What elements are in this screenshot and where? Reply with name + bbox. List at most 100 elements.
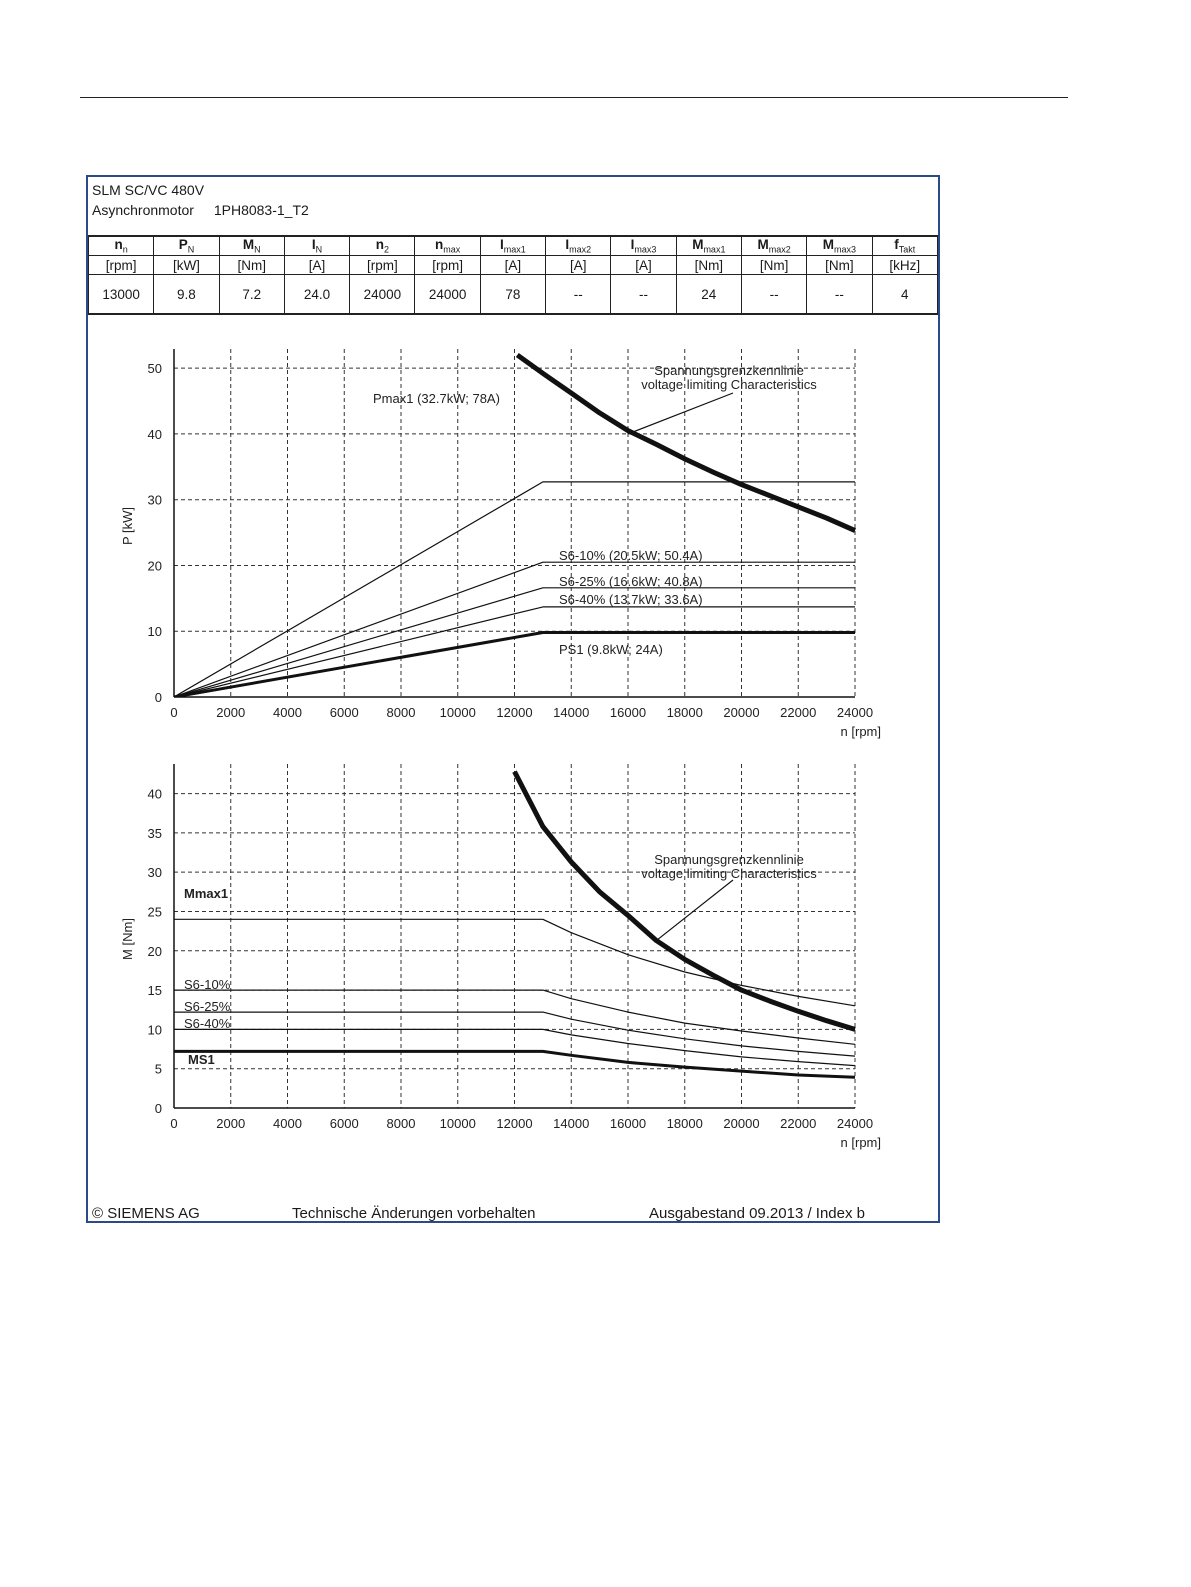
- spec-value-cell: --: [740, 274, 808, 315]
- footer-edition: Ausgabestand 09.2013 / Index b: [649, 1205, 866, 1222]
- x-tick-label: 6000: [330, 705, 359, 720]
- x-tick-label: 18000: [667, 1116, 703, 1131]
- y-tick-label: 0: [155, 690, 162, 705]
- spec-symbol-cell: IN: [283, 235, 351, 256]
- series-label: S6-25%: [184, 999, 231, 1014]
- series-line: [174, 1049, 856, 1079]
- series-label: S6-10%: [184, 977, 231, 992]
- x-tick-label: 0: [170, 1116, 177, 1131]
- x-tick-label: 12000: [496, 705, 532, 720]
- y-axis-label: M [Nm]: [120, 918, 135, 960]
- torque-chart-svg: 0 2000 4000 6000 8000 10000 12000 14000 16000 180…: [120, 764, 881, 1150]
- spec-value-cell: 13000: [87, 274, 155, 315]
- spec-value-cell: 24.0: [283, 274, 351, 315]
- spec-value-cell: 9.8: [153, 274, 220, 315]
- spec-symbol-row: nn PN MN IN n2 nmax Imax1 Imax2 Imax3 Mmax1 Mmax2 M…: [87, 235, 939, 256]
- annotation-line2: voltage limiting Characteristics: [641, 377, 817, 392]
- x-axis-label: n [rpm]: [841, 1135, 881, 1150]
- spec-symbol-cell: Mmax2: [740, 235, 808, 256]
- x-tick-label: 8000: [387, 1116, 416, 1131]
- x-tick-label: 12000: [496, 1116, 532, 1131]
- y-tick-label: 10: [148, 624, 162, 639]
- spec-unit-cell: [kW]: [153, 255, 220, 275]
- power-chart: 0 2000 4000 6000 8000 10000 12000 14000 16000 180…: [88, 337, 938, 757]
- spec-table: nn PN MN IN n2 nmax Imax1 Imax2 Imax3 Mmax1 Mmax2 M…: [87, 235, 939, 315]
- top-rule: [80, 97, 1068, 98]
- spec-symbol-cell: nn: [87, 235, 155, 256]
- torque-chart: 0 2000 4000 6000 8000 10000 12000 14000 16000 180…: [88, 752, 938, 1172]
- series-line: [512, 770, 856, 1032]
- y-tick-label: 0: [155, 1101, 162, 1116]
- series-label: PS1 (9.8kW; 24A): [559, 642, 663, 657]
- y-tick-label: 35: [148, 826, 162, 841]
- series-line: [174, 989, 856, 1045]
- series-line: [174, 918, 856, 1007]
- annotation-leader: [656, 879, 734, 942]
- spec-unit-cell: [Nm]: [806, 255, 873, 275]
- x-tick-label: 20000: [723, 705, 759, 720]
- spec-unit-cell: [rpm]: [87, 255, 155, 275]
- y-tick-label: 25: [148, 904, 162, 919]
- series-label: S6-25% (16.6kW; 40.8A): [559, 574, 703, 589]
- series-label: Pmax1 (32.7kW; 78A): [373, 391, 500, 406]
- x-tick-label: 22000: [780, 1116, 816, 1131]
- y-tick-label: 40: [148, 787, 162, 802]
- spec-value-cell: 4: [871, 274, 939, 315]
- datasheet-frame: SLM SC/VC 480V Asynchronmotor 1PH8083-1_…: [86, 175, 940, 1223]
- series-label: S6-10% (20.5kW; 50.4A): [559, 548, 703, 563]
- y-tick-label: 50: [148, 361, 162, 376]
- x-tick-label: 4000: [273, 1116, 302, 1131]
- y-tick-label: 30: [148, 493, 162, 508]
- spec-unit-cell: [rpm]: [349, 255, 416, 275]
- spec-value-cell: 24: [675, 274, 742, 315]
- x-axis-label: n [rpm]: [841, 724, 881, 739]
- x-tick-label: 18000: [667, 705, 703, 720]
- supply-title: SLM SC/VC 480V: [92, 182, 205, 198]
- x-tick-label: 14000: [553, 705, 589, 720]
- series-line: [174, 1011, 856, 1057]
- y-tick-label: 5: [155, 1062, 162, 1077]
- series-line: [174, 631, 855, 697]
- annotation-line2: voltage limiting Characteristics: [641, 866, 817, 881]
- annotation-line1: Spannungsgrenzkennlinie: [654, 363, 804, 378]
- series-line: [515, 352, 857, 533]
- footer-notice: Technische Änderungen vorbehalten: [292, 1205, 536, 1222]
- spec-unit-cell: [A]: [610, 255, 677, 275]
- y-tick-label: 20: [148, 944, 162, 959]
- y-tick-label: 20: [148, 558, 162, 573]
- spec-unit-cell: [A]: [283, 255, 351, 275]
- annotation-leader: [627, 392, 734, 435]
- spec-value-cell: --: [806, 274, 873, 315]
- x-tick-label: 4000: [273, 705, 302, 720]
- spec-value-cell: 78: [479, 274, 547, 315]
- x-tick-label: 16000: [610, 705, 646, 720]
- spec-value-cell: --: [545, 274, 612, 315]
- spec-value-cell: 24000: [414, 274, 481, 315]
- y-tick-label: 10: [148, 1022, 162, 1037]
- y-axis-label: P [kW]: [120, 507, 135, 545]
- x-tick-label: 0: [170, 705, 177, 720]
- footer-copyright: © SIEMENS AG: [92, 1205, 200, 1222]
- spec-unit-cell: [rpm]: [414, 255, 481, 275]
- x-tick-label: 24000: [837, 705, 873, 720]
- series-label: S6-40%: [184, 1016, 231, 1031]
- spec-symbol-cell: Mmax1: [675, 235, 742, 256]
- x-tick-label: 2000: [216, 705, 245, 720]
- title-block: SLM SC/VC 480V Asynchronmotor 1PH8083-1_…: [92, 180, 309, 220]
- y-tick-label: 15: [148, 983, 162, 998]
- spec-symbol-cell: Imax1: [479, 235, 547, 256]
- series-line: [174, 606, 855, 697]
- spec-value-cell: --: [610, 274, 677, 315]
- motor-model: 1PH8083-1_T2: [213, 202, 309, 218]
- spec-unit-row: [rpm] [kW] [Nm] [A] [rpm] [rpm] [A] [A] [A] [Nm][…: [87, 255, 939, 275]
- series-label: Mmax1: [184, 886, 228, 901]
- series-line: [174, 481, 855, 697]
- annotation-line1: Spannungsgrenzkennlinie: [654, 852, 804, 867]
- spec-unit-cell: [A]: [479, 255, 547, 275]
- spec-value-row: 13000 9.8 7.2 24.0 24000 24000 78 -- -- 24 -- -- 4: [87, 274, 939, 315]
- spec-symbol-cell: Imax3: [610, 235, 677, 256]
- series-label: S6-40% (13.7kW; 33.6A): [559, 592, 703, 607]
- spec-symbol-cell: Imax2: [545, 235, 612, 256]
- series-line: [174, 1028, 856, 1067]
- spec-symbol-cell: PN: [153, 235, 220, 256]
